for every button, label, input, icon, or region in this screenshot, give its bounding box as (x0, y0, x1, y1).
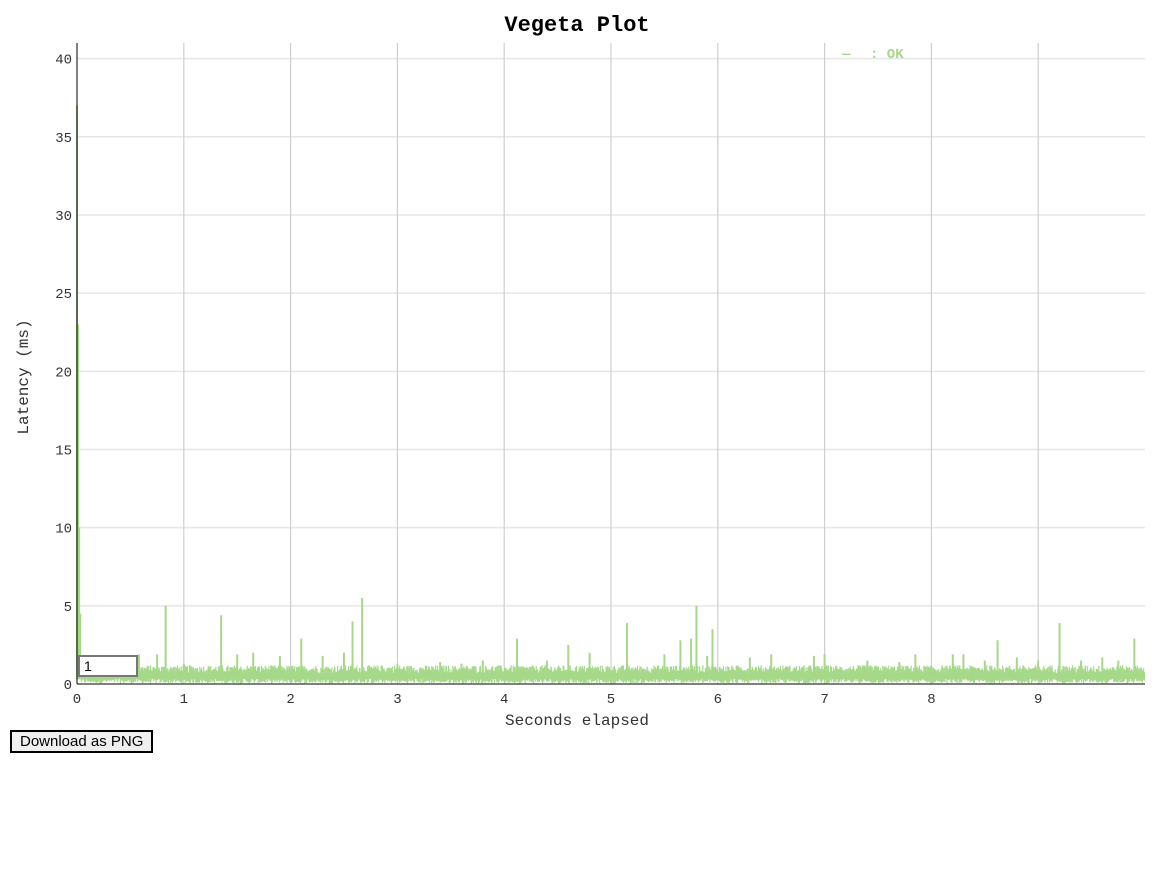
y-tick-label-30: 30 (55, 209, 72, 225)
x-tick-label-9: 9 (1034, 692, 1042, 708)
roll-period-input[interactable] (78, 655, 138, 677)
x-axis-label: Seconds elapsed (505, 712, 649, 730)
latency-chart: Vegeta Plot 0 5 10 15 20 25 30 35 40 0 1 2 3 4 5 6 7 8 9 S… (15, 13, 1145, 730)
chart-title: Vegeta Plot (504, 13, 649, 38)
y-tick-label-35: 35 (55, 131, 72, 147)
x-tick-label-4: 4 (500, 692, 508, 708)
legend-marker: — (841, 47, 851, 63)
x-tick-label-7: 7 (820, 692, 828, 708)
y-tick-label-10: 10 (55, 522, 72, 538)
x-tick-label-1: 1 (180, 692, 188, 708)
x-tick-label-0: 0 (73, 692, 81, 708)
y-axis-label: Latency (ms) (15, 319, 33, 434)
x-tick-label-6: 6 (714, 692, 722, 708)
x-tick-label-2: 2 (286, 692, 294, 708)
y-tick-label-25: 25 (55, 287, 72, 303)
tick-labels: 0 5 10 15 20 25 30 35 40 0 1 2 3 4 5 6 7 8 9 (55, 53, 1042, 708)
y-tick-label-20: 20 (55, 365, 72, 381)
legend-label-ok: : OK (870, 47, 904, 63)
x-tick-label-8: 8 (927, 692, 935, 708)
y-tick-label-40: 40 (55, 53, 72, 69)
grid-lines (77, 43, 1145, 684)
y-tick-label-0: 0 (64, 678, 72, 694)
y-tick-label-15: 15 (55, 443, 72, 459)
download-png-button[interactable]: Download as PNG (10, 730, 154, 753)
x-tick-label-5: 5 (607, 692, 615, 708)
axes (76, 43, 1145, 685)
x-tick-label-3: 3 (393, 692, 401, 708)
y-tick-label-5: 5 (64, 600, 72, 616)
legend: — : OK (841, 47, 904, 63)
